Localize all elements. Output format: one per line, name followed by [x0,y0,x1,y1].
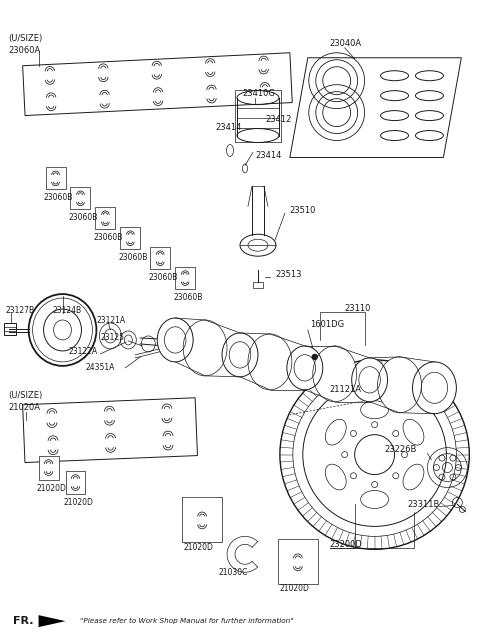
FancyBboxPatch shape [4,323,16,335]
Text: 1601DG: 1601DG [310,320,344,329]
Text: (U/SIZE): (U/SIZE) [9,391,43,400]
Ellipse shape [313,346,357,402]
Text: 23513: 23513 [275,270,301,279]
Text: 23040A: 23040A [330,39,362,48]
FancyBboxPatch shape [182,497,222,542]
FancyBboxPatch shape [150,247,170,269]
Text: 23110: 23110 [345,304,371,313]
FancyBboxPatch shape [253,282,263,288]
Ellipse shape [378,357,421,413]
Text: 23060B: 23060B [148,273,178,282]
FancyBboxPatch shape [120,228,140,249]
FancyBboxPatch shape [46,167,65,189]
Ellipse shape [238,92,278,104]
Text: 21020D: 21020D [183,543,213,552]
Text: 23060B: 23060B [173,293,203,302]
Text: 23060A: 23060A [9,46,41,55]
Text: 23226B: 23226B [384,445,417,454]
Text: 23510: 23510 [290,206,316,215]
Text: 23412: 23412 [265,115,291,124]
Text: 23125: 23125 [100,333,124,342]
Text: "Please refer to Work Shop Manual for further information": "Please refer to Work Shop Manual for fu… [81,618,294,624]
Text: 21030C: 21030C [218,568,247,577]
Ellipse shape [352,358,387,402]
Text: 21020A: 21020A [9,403,41,412]
Text: 23060B: 23060B [119,253,148,262]
Text: 23121A: 23121A [96,315,126,324]
Polygon shape [38,615,65,627]
FancyBboxPatch shape [38,456,59,479]
Text: 23410G: 23410G [242,89,275,98]
FancyBboxPatch shape [278,539,318,584]
Ellipse shape [248,334,292,390]
Text: 23414: 23414 [255,151,281,160]
Ellipse shape [287,346,323,390]
Text: 21020D: 21020D [280,584,310,593]
Text: 23127B: 23127B [6,306,35,315]
Text: 23060B: 23060B [94,233,123,242]
Text: 21121A: 21121A [330,385,362,394]
Circle shape [312,354,317,360]
Text: 21020D: 21020D [63,499,94,508]
Ellipse shape [412,362,456,413]
Text: 23060B: 23060B [44,194,73,203]
Text: 23200D: 23200D [330,540,362,549]
Text: 24351A: 24351A [85,363,115,372]
FancyBboxPatch shape [175,267,195,289]
Ellipse shape [157,318,193,362]
Text: FR.: FR. [12,616,33,626]
FancyBboxPatch shape [71,187,90,210]
FancyBboxPatch shape [96,207,115,229]
Text: 23414: 23414 [215,123,241,132]
FancyBboxPatch shape [65,470,85,494]
Text: 23124B: 23124B [52,306,82,315]
Ellipse shape [222,333,258,377]
Text: 23311B: 23311B [408,500,440,509]
Text: 21020D: 21020D [36,483,66,492]
Text: 23060B: 23060B [69,213,98,222]
Text: (U/SIZE): (U/SIZE) [9,35,43,44]
Ellipse shape [183,320,227,376]
Text: 23122A: 23122A [69,347,97,356]
